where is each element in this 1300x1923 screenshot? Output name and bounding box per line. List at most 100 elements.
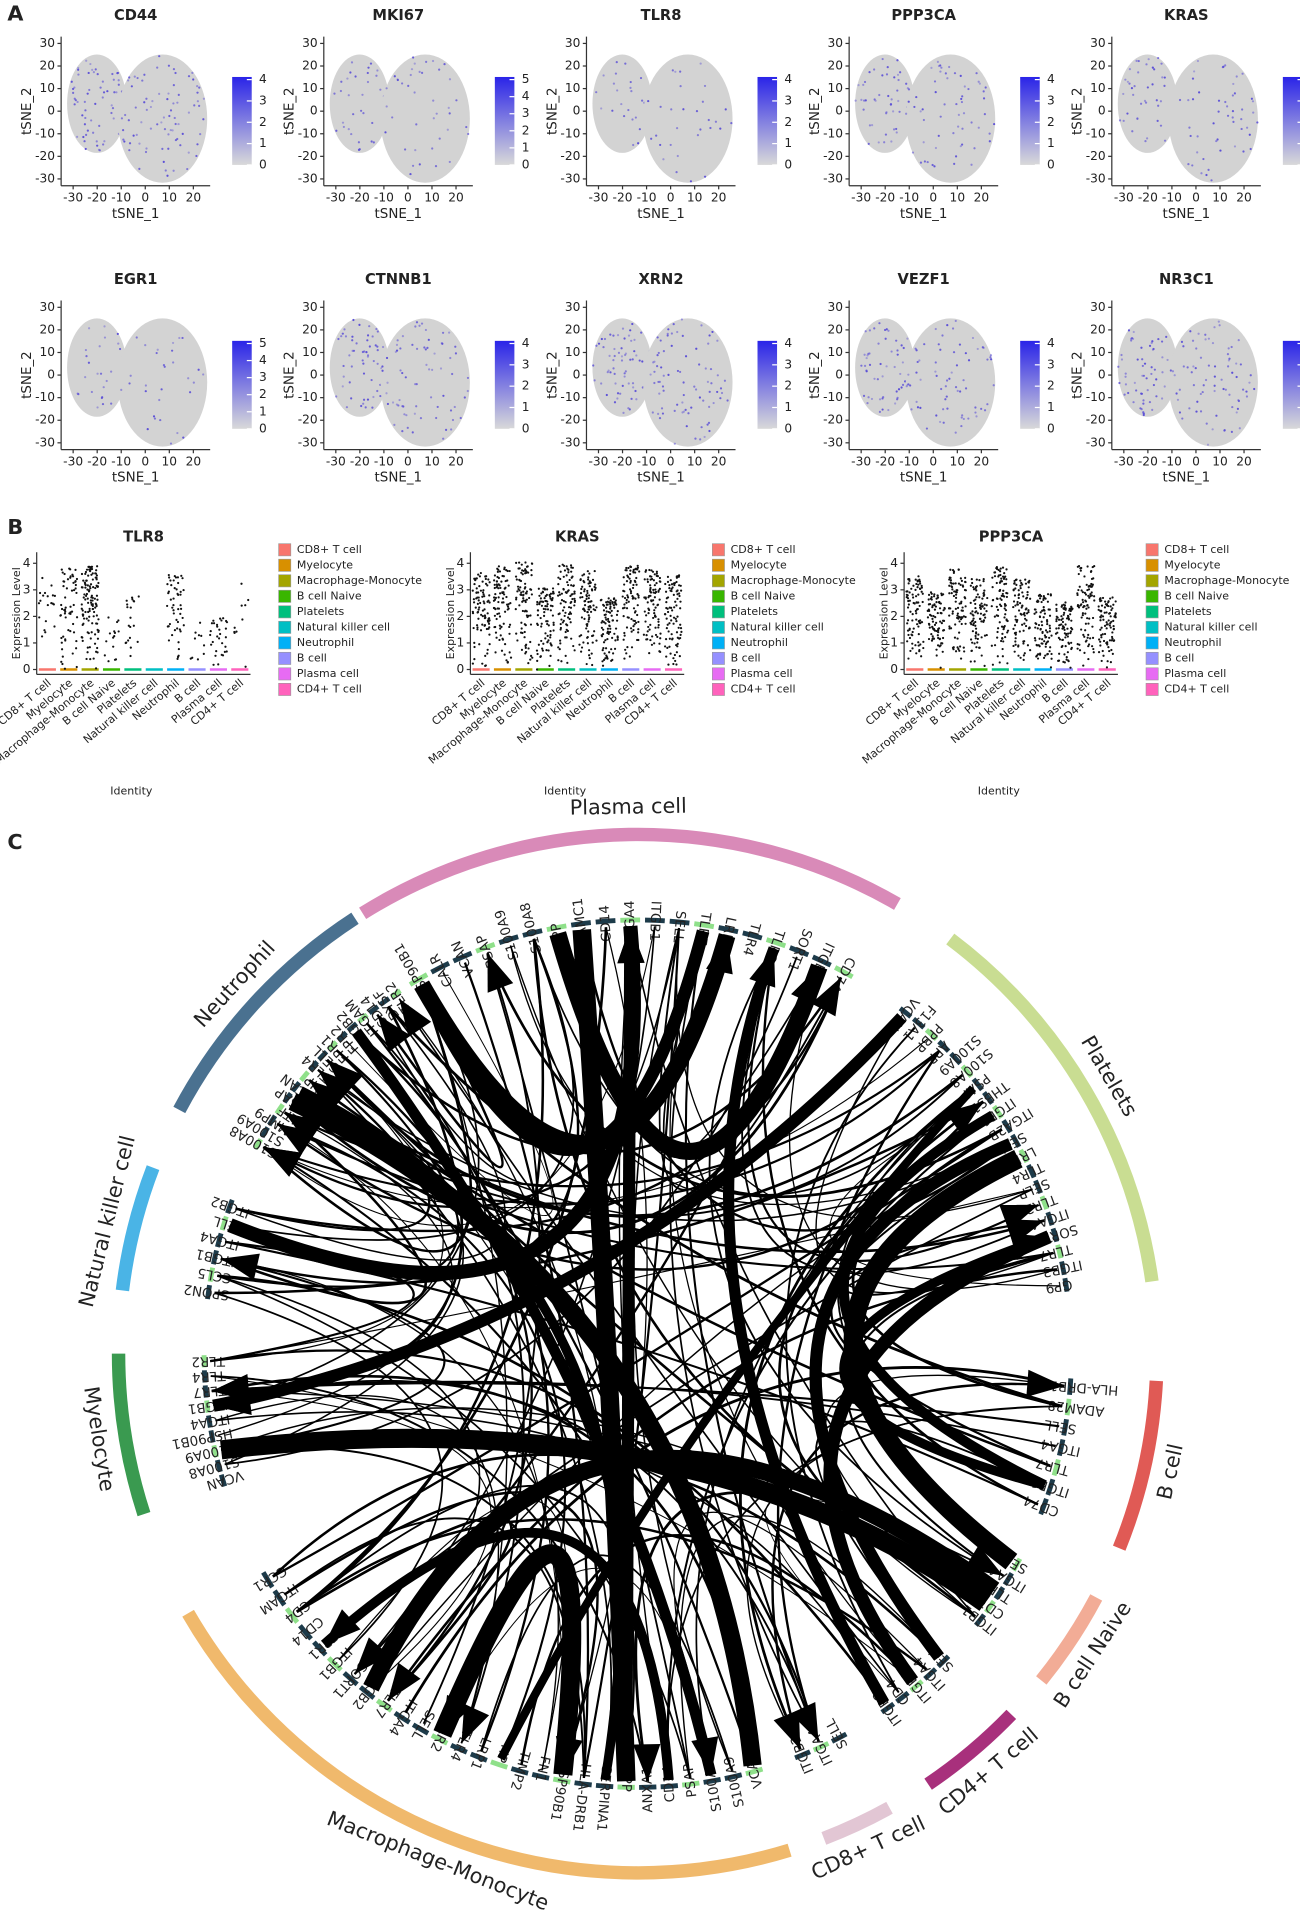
expression-dot <box>1230 345 1233 349</box>
jitter-dot <box>602 641 606 644</box>
x-axis-label: tSNE_1 <box>112 471 160 486</box>
jitter-dot <box>92 586 95 589</box>
jitter-dot <box>570 570 573 573</box>
expression-dot <box>653 370 656 373</box>
jitter-dot <box>549 642 552 645</box>
expression-dot <box>404 148 407 151</box>
jitter-dot <box>83 593 86 596</box>
expression-dot <box>371 335 374 338</box>
expression-dot <box>700 426 703 429</box>
jitter-dot <box>53 594 56 597</box>
jitter-dot <box>956 606 960 609</box>
expression-dot <box>348 381 351 384</box>
expression-dot <box>1132 401 1135 404</box>
jitter-dot <box>559 626 563 630</box>
jitter-dot <box>650 600 653 603</box>
expression-dot <box>133 75 136 78</box>
jitter-dot <box>959 657 963 660</box>
jitter-dot <box>1066 635 1069 638</box>
jitter-dot <box>1062 626 1065 630</box>
jitter-dot <box>1000 577 1003 580</box>
expression-dot <box>1160 397 1164 400</box>
gene-tick <box>924 1028 939 1041</box>
jitter-dot <box>1039 595 1043 598</box>
legend-label: Natural killer cell <box>731 620 824 633</box>
jitter-dot <box>214 654 217 657</box>
jitter-dot <box>978 596 981 599</box>
jitter-dot <box>75 647 78 650</box>
expression-dot <box>863 364 867 367</box>
expression-dot <box>632 386 635 389</box>
jitter-dot <box>485 627 488 631</box>
group-label: Platelets <box>1076 1031 1142 1120</box>
jitter-dot <box>167 590 170 593</box>
expression-dot <box>896 353 899 356</box>
scale-tick-label: 1 <box>259 404 267 418</box>
jitter-dot <box>527 647 530 650</box>
jitter-dot <box>544 599 547 603</box>
expression-dot <box>355 342 358 345</box>
expression-dot <box>1245 390 1248 393</box>
jitter-dot <box>1097 605 1100 608</box>
jitter-dot <box>1105 611 1108 614</box>
jitter-dot <box>607 610 610 614</box>
expression-dot <box>1237 339 1240 342</box>
jitter-dot <box>650 575 653 578</box>
jitter-dot <box>1063 628 1066 632</box>
jitter-dot <box>562 564 566 567</box>
y-tick-label: 4 <box>457 556 465 570</box>
expression-dot <box>923 343 926 346</box>
jitter-dot <box>527 571 530 574</box>
jitter-dot <box>952 594 956 598</box>
expression-dot <box>631 322 634 326</box>
jitter-dot <box>1099 619 1102 622</box>
jitter-dot <box>1064 607 1067 610</box>
jitter-dot <box>625 607 629 610</box>
expression-dot <box>121 129 125 132</box>
expression-dot <box>952 351 956 354</box>
jitter-dot <box>498 570 502 573</box>
expression-dot <box>70 80 73 83</box>
jitter-dot <box>479 589 483 592</box>
expression-dot <box>672 323 675 326</box>
jitter-dot <box>582 579 585 583</box>
jitter-dot <box>481 595 484 598</box>
expression-dot <box>1191 164 1194 167</box>
expression-dot <box>708 405 711 408</box>
expression-dot <box>1226 353 1230 356</box>
jitter-dot <box>1081 613 1084 617</box>
jitter-dot <box>942 609 945 612</box>
jitter-dot <box>606 631 609 635</box>
jitter-dot <box>624 569 627 572</box>
x-tick-label: -10 <box>899 454 919 468</box>
expression-dot <box>1157 104 1160 107</box>
legend-swatch <box>712 558 725 572</box>
jitter-dot <box>515 632 518 635</box>
expression-dot <box>134 106 137 109</box>
jitter-dot <box>969 621 972 624</box>
expression-dot <box>708 334 711 337</box>
expression-dot <box>938 420 942 424</box>
expression-dot <box>1207 168 1210 171</box>
x-axis-label: tSNE_1 <box>1163 207 1211 222</box>
y-axis-label: tSNE_2 <box>283 351 298 399</box>
expression-dot <box>158 55 161 58</box>
expression-dot <box>1157 337 1160 341</box>
gene-tick <box>307 1060 319 1072</box>
jitter-dot <box>552 590 555 593</box>
jitter-dot <box>75 591 78 595</box>
jitter-dot <box>547 624 550 627</box>
expression-dot <box>172 84 175 87</box>
jitter-dot <box>969 660 972 663</box>
jitter-dot <box>938 645 941 648</box>
jitter-dot <box>954 593 958 596</box>
gene-label: HLA-DRB1 <box>569 1762 593 1832</box>
jitter-dot <box>1079 604 1082 607</box>
jitter-dot <box>613 647 617 650</box>
jitter-dot <box>911 596 915 599</box>
plot-title: VEZF1 <box>898 271 950 288</box>
jitter-dot <box>546 620 549 623</box>
jitter-dot <box>991 585 994 589</box>
expression-dot <box>881 375 884 378</box>
expression-dot <box>1235 362 1238 365</box>
